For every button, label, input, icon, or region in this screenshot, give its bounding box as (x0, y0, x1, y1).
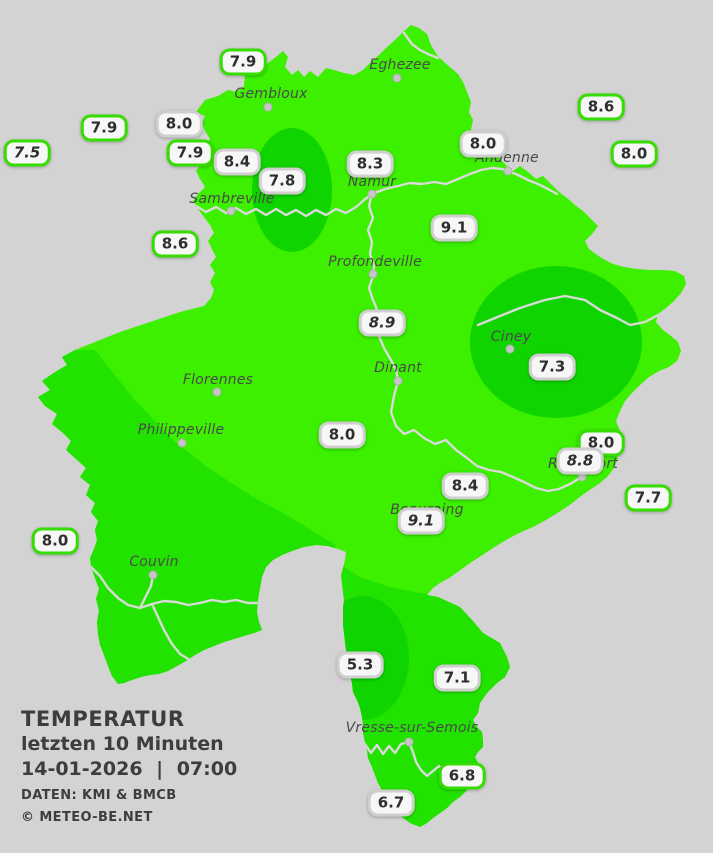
temperature-badge: 8.9 (358, 309, 406, 337)
map-subtitle: letzten 10 Minuten (21, 733, 224, 755)
temperature-badge: 7.7 (624, 484, 672, 512)
city-label-florennes: Florennes (182, 372, 254, 388)
temperature-badge: 8.3 (346, 150, 394, 178)
city-dot-sambreville (226, 206, 236, 216)
city-label-vresse: Vresse-sur-Semois (345, 720, 479, 736)
river-couvin-branch (138, 573, 155, 610)
data-source-line: DATEN: KMI & BMCB (21, 788, 177, 803)
city-label-namur: Namur (347, 174, 397, 190)
city-dot-ciney (505, 344, 515, 354)
city-dot-eghezee (392, 73, 402, 83)
temperature-badge: 8.0 (459, 130, 507, 158)
temperature-badge: 8.6 (151, 230, 199, 258)
city-label-philippeville: Philippeville (137, 422, 225, 438)
temperature-badge: 8.8 (556, 447, 604, 475)
city-label-gembloux: Gembloux (234, 86, 308, 102)
temperature-badge: 8.4 (213, 148, 261, 176)
temperature-badge: 9.1 (397, 507, 445, 535)
map-datetime: 14-01-2026 | 07:00 (21, 758, 238, 780)
map-region-southwest-medium-green (38, 350, 335, 710)
city-dot-dinant (393, 376, 403, 386)
temperature-badge: 5.3 (336, 651, 384, 679)
temperature-badge: 8.6 (577, 93, 625, 121)
city-label-ciney: Ciney (490, 329, 532, 345)
temperature-badge: 6.8 (438, 762, 486, 790)
city-dot-couvin (148, 570, 158, 580)
city-label-profondeville: Profondeville (328, 254, 422, 270)
temperature-badge: 8.0 (155, 110, 203, 138)
river-semois (350, 740, 445, 778)
river-bocq (476, 294, 660, 327)
copyright-line: © METEO-BE.NET (21, 810, 153, 825)
temperature-badge: 7.9 (80, 114, 128, 142)
city-dot-profondeville (368, 269, 378, 279)
map-region-ciney-dark-green (470, 266, 642, 418)
river-sambre (194, 192, 374, 218)
city-label-dinant: Dinant (374, 360, 422, 376)
city-label-couvin: Couvin (129, 554, 179, 570)
temperature-badge: 6.7 (367, 789, 415, 817)
temperature-badge: 7.8 (258, 167, 306, 195)
temperature-badge: 8.0 (610, 140, 658, 168)
map-title: TEMPERATUR (21, 707, 185, 731)
city-label-sambreville: Sambreville (189, 191, 275, 207)
temperature-badge: 8.0 (31, 527, 79, 555)
city-dot-vresse (404, 737, 414, 747)
temperature-badge: 8.4 (441, 472, 489, 500)
city-dots-layer (148, 73, 587, 747)
river-meuse-east (370, 166, 559, 196)
city-dot-andenne (503, 166, 513, 176)
title-block: TEMPERATUR letzten 10 Minuten 14-01-2026… (21, 706, 237, 829)
temperature-badge: 7.9 (166, 139, 214, 167)
temperature-badge: 7.9 (219, 48, 267, 76)
temperature-badge: 9.1 (430, 214, 478, 242)
river-eghezee-stream (402, 31, 440, 60)
temperature-badge: 7.5 (3, 139, 51, 167)
temperature-badge: 8.0 (318, 421, 366, 449)
river-meuse-south (366, 192, 400, 383)
city-dot-philippeville (177, 438, 187, 448)
river-lesse (389, 379, 582, 493)
city-dot-namur (367, 189, 377, 199)
temperature-badge: 7.3 (528, 353, 576, 381)
rivers-layer (88, 31, 660, 778)
city-label-eghezee: Eghezee (369, 57, 431, 73)
temperature-badge: 7.1 (433, 664, 481, 692)
city-dot-florennes (212, 387, 222, 397)
city-dot-gembloux (263, 102, 273, 112)
